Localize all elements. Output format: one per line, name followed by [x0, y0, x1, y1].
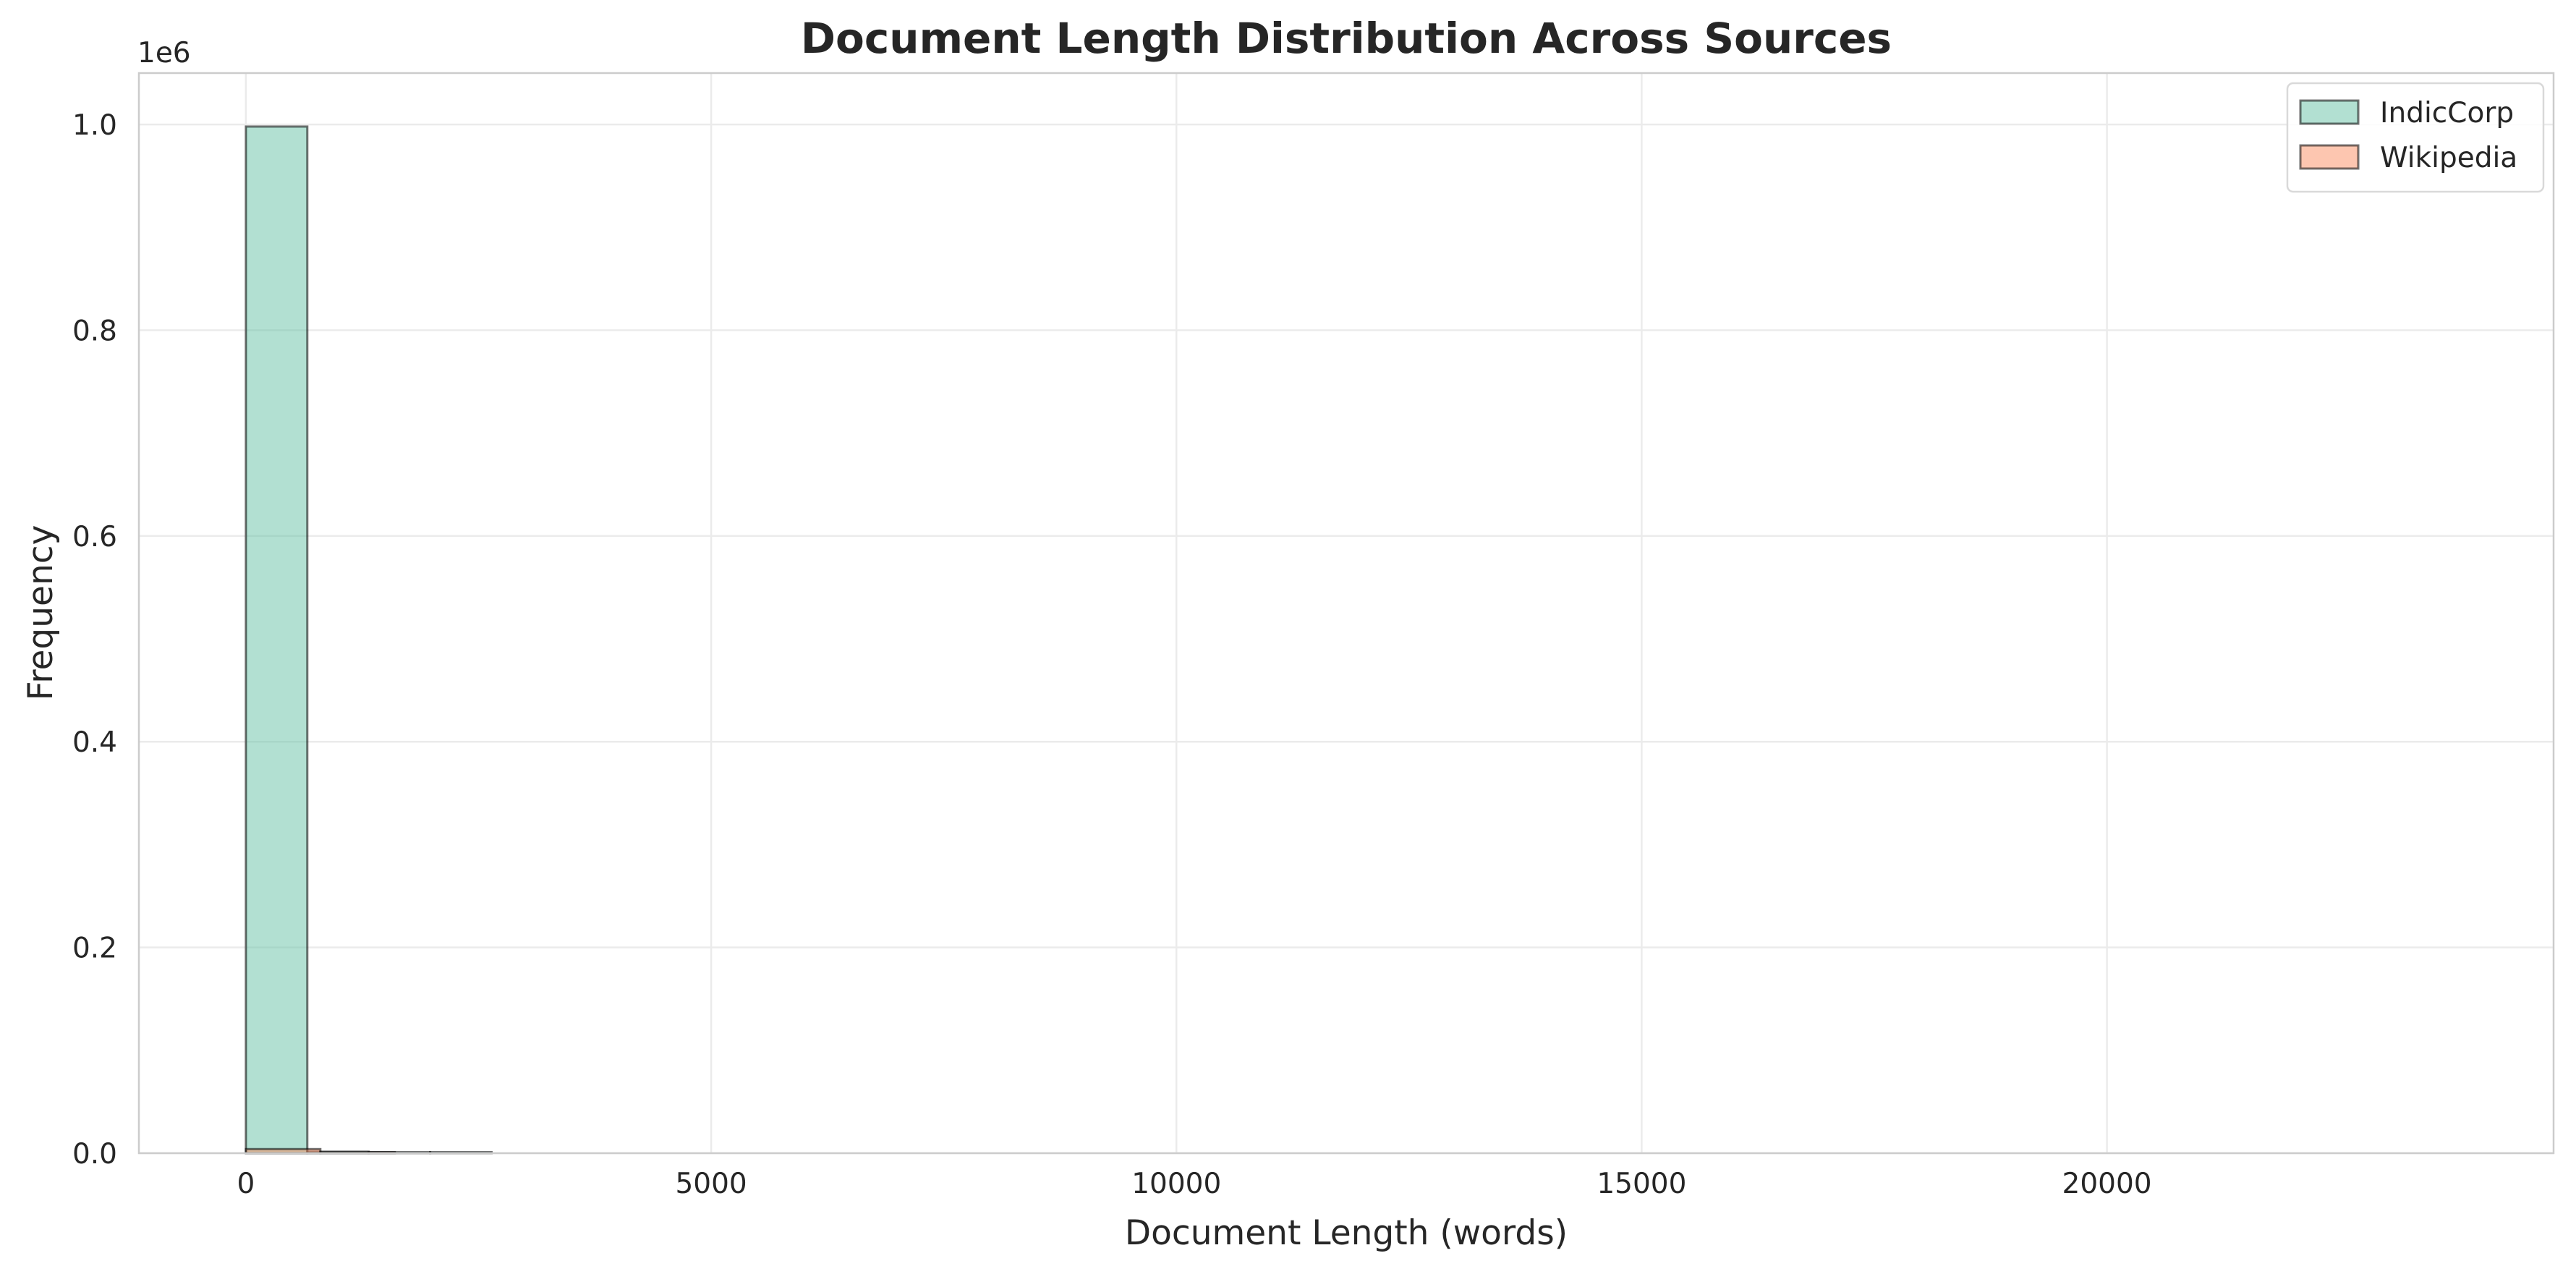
y-tick-label: 0.0 — [72, 1138, 117, 1171]
legend-label-wikipedia: Wikipedia — [2380, 142, 2517, 174]
x-tick-label: 0 — [237, 1168, 255, 1200]
legend-swatch-indiccorp — [2299, 99, 2360, 125]
plot-frame — [137, 72, 2555, 1155]
legend: IndicCorp Wikipedia — [2286, 82, 2545, 193]
x-tick-label: 15000 — [1597, 1168, 1686, 1200]
y-axis-label: Frequency — [21, 525, 61, 701]
y-tick-label: 1.0 — [72, 109, 117, 142]
tick-labels: 0 5000 10000 15000 20000 0.0 0.2 0.4 0.6 0.8 1.0 — [72, 109, 2152, 1200]
y-tick-label: 0.8 — [72, 315, 117, 347]
histogram-bar-indiccorp — [245, 125, 309, 1155]
legend-swatch-wikipedia — [2299, 144, 2360, 170]
chart-title: Document Length Distribution Across Sour… — [801, 14, 1892, 63]
x-axis-label: Document Length (words) — [1125, 1213, 1568, 1253]
y-offset-label: 1e6 — [137, 37, 191, 69]
x-tick-label: 20000 — [2062, 1168, 2152, 1200]
histogram-bars — [245, 125, 493, 1155]
y-tick-label: 0.2 — [72, 933, 117, 965]
y-tick-label: 0.6 — [72, 521, 117, 553]
x-tick-label: 5000 — [675, 1168, 747, 1200]
legend-label-indiccorp: IndicCorp — [2380, 97, 2514, 129]
y-tick-label: 0.4 — [72, 726, 117, 759]
grid-lines — [139, 73, 2554, 1155]
x-tick-label: 10000 — [1131, 1168, 1221, 1200]
